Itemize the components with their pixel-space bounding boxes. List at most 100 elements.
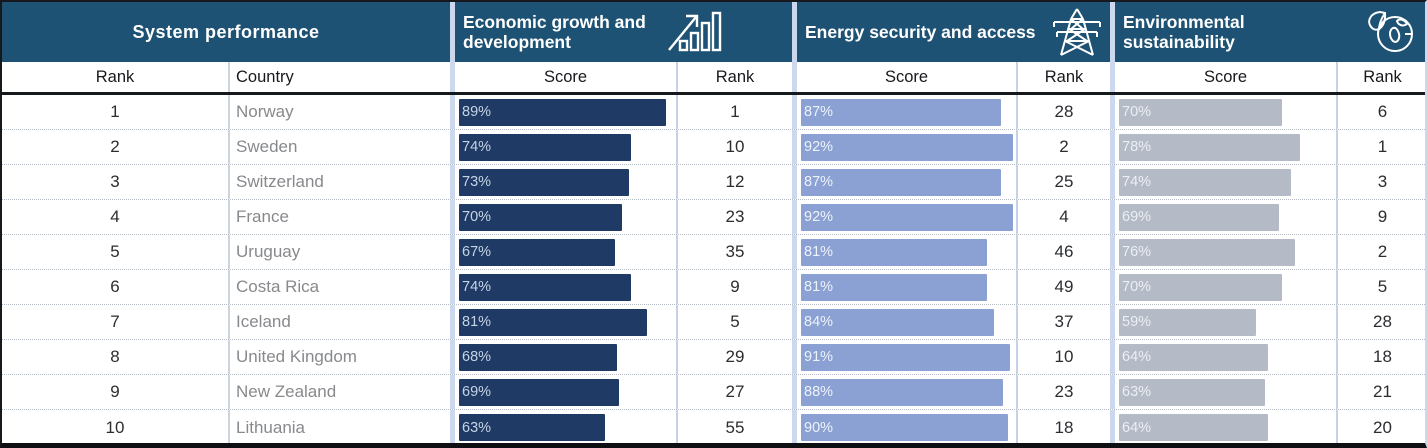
table-row: 1 Norway 89% 1 87% 28 70% 6 [2, 95, 1425, 130]
env-score-bar: 70% [1119, 98, 1282, 126]
env-rank-cell: 3 [1336, 165, 1425, 199]
econ-score-bar: 89% [459, 98, 666, 126]
table-row: 4 France 70% 23 92% 4 69% 9 [2, 200, 1425, 235]
env-score-cell: 76% [1110, 235, 1336, 269]
energy-score-value: 91% [804, 349, 834, 365]
env-score-value: 59% [1122, 314, 1152, 330]
econ-score-bar: 73% [459, 168, 629, 196]
section-title: Energy security and access [805, 21, 1036, 42]
env-score-cell: 59% [1110, 305, 1336, 339]
env-score-bar: 64% [1119, 414, 1268, 441]
env-rank-cell: 21 [1336, 375, 1425, 409]
env-score-cell: 78% [1110, 130, 1336, 164]
econ-score-cell: 81% [450, 305, 676, 339]
env-score-cell: 70% [1110, 270, 1336, 304]
env-score-value: 78% [1122, 139, 1152, 155]
energy-score-bar: 90% [801, 414, 1009, 441]
econ-rank-cell: 10 [676, 130, 792, 164]
energy-score-cell: 81% [792, 270, 1016, 304]
env-score-value: 74% [1122, 174, 1152, 190]
env-score-value: 64% [1122, 349, 1152, 365]
country-cell: New Zealand [228, 375, 450, 409]
table-row: 10 Lithuania 63% 55 90% 18 64% 20 [2, 410, 1425, 443]
econ-rank-cell: 55 [676, 410, 792, 443]
env-rank-cell: 28 [1336, 305, 1425, 339]
econ-score-cell: 69% [450, 375, 676, 409]
econ-score-bar: 63% [459, 414, 606, 441]
env-score-cell: 69% [1110, 200, 1336, 234]
column-header-env-score: Score [1110, 62, 1336, 92]
energy-score-value: 87% [804, 104, 834, 120]
system-rank-cell: 9 [110, 382, 120, 401]
econ-score-value: 73% [462, 174, 492, 190]
country-cell: United Kingdom [228, 340, 450, 374]
system-rank-cell: 10 [105, 417, 125, 437]
econ-score-cell: 73% [450, 165, 676, 199]
energy-score-bar: 87% [801, 98, 1002, 126]
env-score-value: 63% [1122, 384, 1152, 400]
energy-score-cell: 88% [792, 375, 1016, 409]
column-header-econ-rank: Rank [676, 62, 792, 92]
econ-rank-cell: 27 [676, 375, 792, 409]
env-score-bar: 78% [1119, 133, 1301, 161]
econ-score-bar: 68% [459, 343, 617, 371]
econ-score-value: 74% [462, 279, 492, 295]
energy-score-cell: 92% [792, 130, 1016, 164]
section-title: Environmental sustainability [1123, 11, 1245, 52]
column-header-energy-score: Score [792, 62, 1016, 92]
env-score-bar: 70% [1119, 273, 1282, 301]
energy-rank-cell: 18 [1016, 410, 1110, 443]
system-rank-cell: 1 [110, 102, 120, 121]
energy-score-value: 92% [804, 139, 834, 155]
econ-score-cell: 74% [450, 270, 676, 304]
env-score-cell: 74% [1110, 165, 1336, 199]
energy-rank-cell: 46 [1016, 235, 1110, 269]
env-score-value: 70% [1122, 104, 1152, 120]
econ-rank-cell: 9 [676, 270, 792, 304]
section-title: System performance [132, 21, 320, 42]
country-cell: Costa Rica [228, 270, 450, 304]
column-header-country: Country [228, 62, 450, 92]
system-rank-cell: 5 [110, 242, 120, 261]
econ-score-value: 67% [462, 244, 492, 260]
system-rank-cell: 2 [110, 137, 120, 156]
env-rank-cell: 6 [1336, 95, 1425, 129]
section-header-system-performance: System performance [2, 2, 450, 62]
energy-score-bar: 92% [801, 203, 1013, 231]
econ-score-value: 81% [462, 314, 492, 330]
system-rank-cell: 7 [110, 312, 120, 331]
env-score-cell: 70% [1110, 95, 1336, 129]
econ-score-value: 74% [462, 139, 492, 155]
column-header-econ-score: Score [450, 62, 676, 92]
table-row: 2 Sweden 74% 10 92% 2 78% 1 [2, 130, 1425, 165]
table-row: 5 Uruguay 67% 35 81% 46 76% 2 [2, 235, 1425, 270]
energy-rank-cell: 25 [1016, 165, 1110, 199]
econ-score-bar: 74% [459, 133, 631, 161]
system-rank-cell: 4 [110, 207, 120, 226]
econ-score-bar: 69% [459, 378, 620, 406]
section-title: Economic growth and development [463, 11, 646, 52]
env-rank-cell: 5 [1336, 270, 1425, 304]
energy-rank-cell: 4 [1016, 200, 1110, 234]
env-score-value: 70% [1122, 279, 1152, 295]
econ-rank-cell: 23 [676, 200, 792, 234]
econ-score-value: 68% [462, 349, 492, 365]
energy-score-bar: 91% [801, 343, 1011, 371]
country-cell: France [228, 200, 450, 234]
section-header-environmental-sustainability: Environmental sustainability [1110, 2, 1425, 62]
env-score-bar: 69% [1119, 203, 1280, 231]
env-score-value: 69% [1122, 209, 1152, 225]
energy-rank-cell: 2 [1016, 130, 1110, 164]
energy-score-value: 87% [804, 174, 834, 190]
energy-score-cell: 84% [792, 305, 1016, 339]
section-header-economic-growth: Economic growth and development [450, 2, 792, 62]
econ-rank-cell: 5 [676, 305, 792, 339]
energy-score-value: 90% [804, 419, 834, 436]
econ-score-cell: 68% [450, 340, 676, 374]
country-cell: Lithuania [228, 410, 450, 443]
energy-score-bar: 81% [801, 273, 988, 301]
econ-score-bar: 74% [459, 273, 631, 301]
env-score-bar: 63% [1119, 378, 1266, 406]
country-cell: Uruguay [228, 235, 450, 269]
column-header-rank: Rank [95, 67, 135, 86]
